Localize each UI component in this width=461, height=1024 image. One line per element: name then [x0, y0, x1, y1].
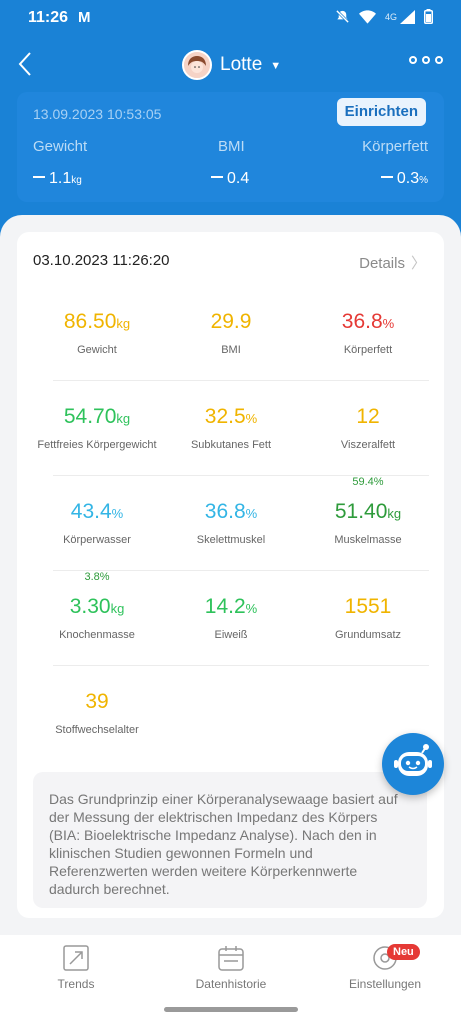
chatbot-button[interactable]	[382, 733, 444, 795]
caret-down-icon: ▼	[270, 60, 282, 72]
profile-name: Lotte	[220, 54, 263, 75]
metric-11[interactable]: 1551 Grundumsatz	[298, 593, 438, 641]
metric-label: Viszeralfett	[340, 439, 396, 451]
metric-value: 39	[85, 690, 109, 713]
metric-2[interactable]: 36.8% Körperfett	[298, 308, 438, 356]
metric-7[interactable]: 36.8% Skelettmuskel	[161, 498, 301, 546]
measurement-date: 03.10.2023 11:26:20	[33, 252, 170, 269]
metric-value: 36.8%	[341, 310, 395, 333]
metric-label: Stoffwechselalter	[55, 724, 139, 736]
more-options-icon[interactable]	[409, 56, 443, 64]
metric-label: Körperfett	[343, 344, 393, 356]
back-arrow-icon[interactable]	[16, 50, 36, 78]
battery-icon	[424, 9, 433, 24]
status-time: 11:26	[28, 9, 69, 26]
comparison-bodyfat-label: Körperfett	[362, 138, 428, 155]
metric-1[interactable]: 29.9 BMI	[161, 308, 301, 356]
calendar-icon	[218, 946, 244, 971]
comparison-card: 13.09.2023 10:53:05 Einrichten Gewicht B…	[17, 92, 444, 202]
wifi-icon	[358, 9, 376, 24]
row-divider	[53, 665, 429, 666]
metric-percentage: 59.4%	[352, 476, 384, 488]
trend-arrow-icon	[63, 945, 89, 971]
metric-label: Muskelmasse	[334, 534, 402, 546]
metric-percentage: 3.8%	[84, 571, 110, 583]
minus-icon	[380, 176, 393, 179]
profile-switcher[interactable]: Lotte ▼	[182, 49, 281, 81]
comparison-weight-value: 1.1kg	[33, 170, 82, 188]
comparison-date: 13.09.2023 10:53:05	[33, 106, 162, 122]
metric-8[interactable]: 59.4% 51.40kg Muskelmasse	[298, 476, 438, 546]
metric-value: 14.2%	[204, 595, 258, 618]
metric-12[interactable]: 39 Stoffwechselalter	[27, 688, 167, 736]
avatar	[182, 50, 212, 80]
metric-value: 12	[356, 405, 380, 428]
metric-value: 86.50kg	[63, 310, 131, 333]
metric-10[interactable]: 14.2% Eiweiß	[161, 593, 301, 641]
nav-trends[interactable]: Trends	[16, 945, 136, 991]
nav-history-label: Datenhistorie	[195, 977, 267, 991]
metric-label: Gewicht	[77, 344, 117, 356]
metric-label: Eiweiß	[214, 629, 248, 641]
metric-value: 54.70kg	[63, 405, 131, 428]
metric-label: Knochenmasse	[59, 629, 135, 641]
bia-info-text: Das Grundprinzip einer Körperanalysewaag…	[33, 772, 427, 908]
setup-button[interactable]: Einrichten	[336, 98, 426, 126]
comparison-bmi-label: BMI	[218, 138, 245, 155]
nav-history[interactable]: Datenhistorie	[171, 945, 291, 991]
app-bar: Lotte ▼	[0, 40, 461, 90]
minus-icon	[211, 176, 223, 179]
robot-icon	[394, 744, 432, 776]
metric-5[interactable]: 12 Viszeralfett	[298, 403, 438, 451]
details-link[interactable]: Details 〉	[359, 255, 426, 272]
metric-value: 43.4%	[70, 500, 124, 523]
new-badge: Neu	[387, 944, 420, 960]
metric-label: BMI	[221, 344, 241, 356]
metric-label: Fettfreies Körpergewicht	[37, 439, 157, 451]
home-indicator[interactable]	[164, 1007, 298, 1012]
row-divider	[53, 380, 429, 381]
comparison-bodyfat-value: 0.3%	[380, 170, 428, 188]
measurement-card: 03.10.2023 11:26:20 Details 〉 86.50kg Gewi…	[17, 232, 444, 918]
comparison-bmi-value: 0.4	[211, 170, 249, 188]
metric-value: 32.5%	[204, 405, 258, 428]
nav-trends-label: Trends	[57, 977, 95, 991]
metric-9[interactable]: 3.8% 3.30kg Knochenmasse	[27, 571, 167, 641]
gmail-icon: M	[78, 9, 91, 26]
chevron-right-icon: 〉	[410, 255, 426, 272]
nav-settings-label: Einstellungen	[348, 977, 422, 991]
status-bar: 11:26 M 4G	[0, 0, 461, 36]
metric-3[interactable]: 54.70kg Fettfreies Körpergewicht	[27, 403, 167, 451]
metric-value: 36.8%	[204, 500, 258, 523]
minus-icon	[33, 176, 45, 179]
metric-value: 29.9	[210, 310, 252, 333]
metric-0[interactable]: 86.50kg Gewicht	[27, 308, 167, 356]
metric-label: Skelettmuskel	[196, 534, 266, 546]
metric-4[interactable]: 32.5% Subkutanes Fett	[161, 403, 301, 451]
comparison-weight-label: Gewicht	[33, 138, 88, 155]
status-icons: 4G	[335, 9, 433, 24]
metric-label: Subkutanes Fett	[190, 439, 272, 451]
row-divider	[53, 570, 429, 571]
signal-icon	[400, 9, 415, 24]
nav-settings[interactable]: Neu Einstellungen	[325, 944, 445, 991]
metric-6[interactable]: 43.4% Körperwasser	[27, 498, 167, 546]
row-divider	[53, 475, 429, 476]
metric-label: Körperwasser	[63, 534, 131, 546]
metric-label: Grundumsatz	[334, 629, 402, 641]
metric-value: 51.40kg	[334, 500, 402, 523]
metric-value: 3.30kg	[69, 595, 125, 618]
mute-icon	[335, 9, 350, 24]
network-type: 4G	[384, 11, 397, 22]
metric-value: 1551	[344, 595, 392, 618]
